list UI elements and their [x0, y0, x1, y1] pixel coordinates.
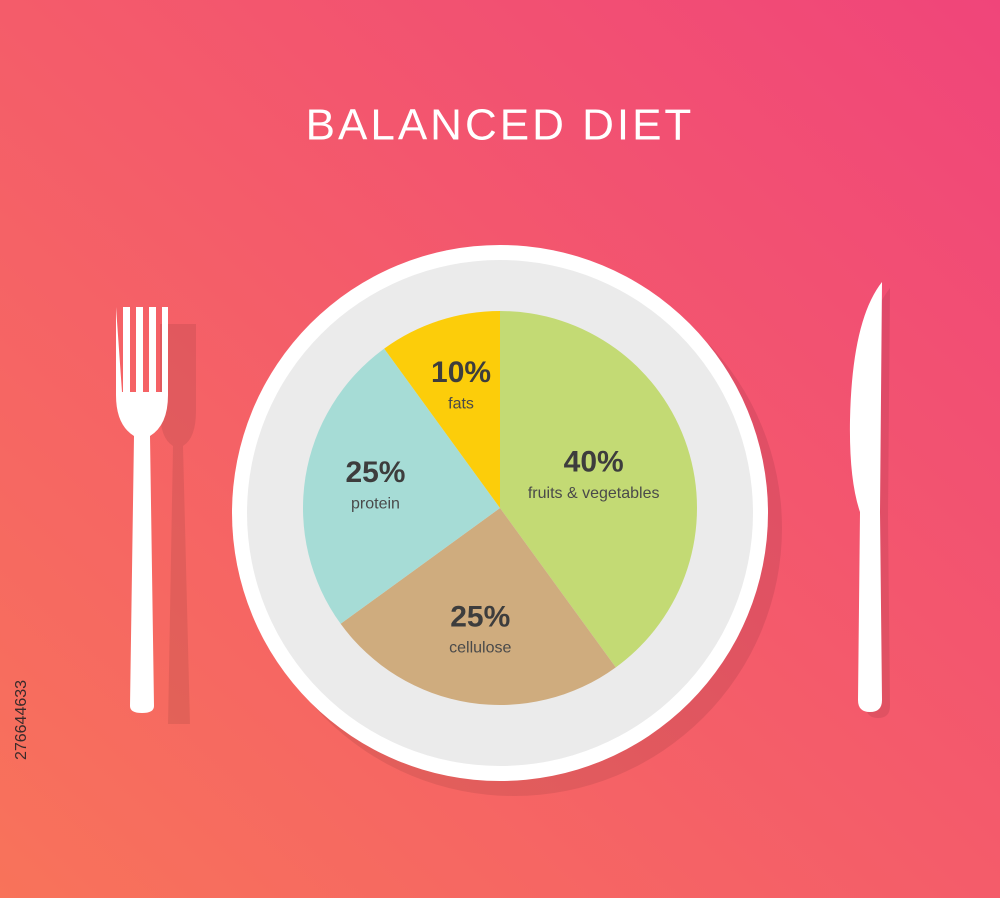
chart-title: BALANCED DIET: [306, 101, 695, 150]
pie-slice: [384, 311, 500, 508]
knife: [849, 282, 890, 718]
stock-id: 276644633: [13, 680, 30, 760]
value-label: 25%: [345, 456, 405, 489]
value-label: 25%: [450, 600, 510, 633]
category-label: cellulose: [449, 640, 511, 657]
category-label: fruits & vegetables: [528, 485, 660, 502]
pie-slice: [340, 508, 616, 705]
value-label: 40%: [564, 445, 624, 478]
pie-slice: [500, 311, 698, 668]
value-label: 10%: [431, 356, 491, 389]
pie-slice: [303, 348, 500, 624]
fork: [116, 307, 196, 724]
pie: 40% fruits & vegetables 25% cellulose 25% pro…: [303, 311, 698, 705]
category-label: protein: [351, 495, 400, 512]
category-label: fats: [448, 395, 474, 412]
